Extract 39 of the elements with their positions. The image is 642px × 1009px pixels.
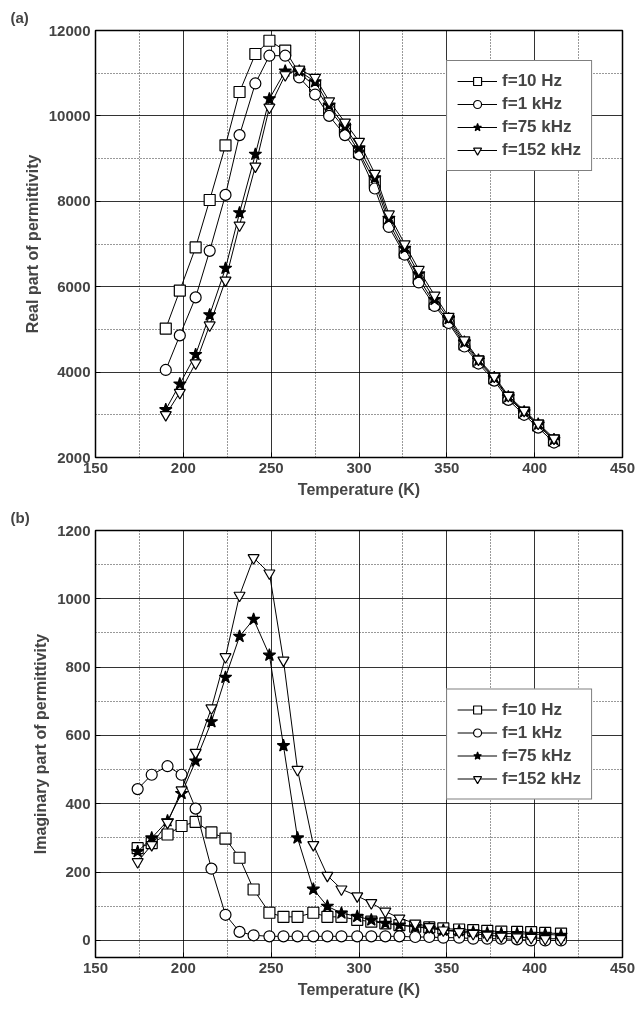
text: (a) [10, 8, 29, 26]
legend-label: f=75 kHz [502, 117, 572, 137]
x-tick-label: 450 [609, 958, 636, 976]
legend-label: f=1 kHz [502, 722, 563, 742]
legend-label: f=75 kHz [502, 745, 572, 765]
x-tick-label: 400 [522, 458, 548, 476]
legend-label: f=152 kHz [502, 768, 581, 788]
y-axis-title: Imaginary part of permittivity [32, 633, 50, 855]
x-axis-title: Temperature (K) [297, 480, 421, 498]
y-tick-label: 1200 [57, 521, 91, 539]
x-tick-label: 250 [258, 458, 284, 476]
y-tick-label: 200 [65, 863, 91, 881]
y-tick-label: 12000 [48, 21, 91, 39]
x-tick-label: 400 [522, 958, 548, 976]
text: (b) [10, 508, 30, 526]
x-tick-label: 300 [346, 958, 372, 976]
x-tick-label: 350 [434, 958, 460, 976]
y-axis-title: Real part of permittivity [23, 154, 41, 334]
x-tick-label: 200 [170, 458, 196, 476]
y-tick-label: 8000 [57, 192, 91, 210]
legend-label: f=10 Hz [502, 699, 563, 719]
y-tick-label: 4000 [57, 363, 91, 381]
x-tick-label: 250 [258, 958, 284, 976]
y-tick-label: 10000 [48, 106, 91, 124]
x-tick-label: 450 [609, 458, 636, 476]
legend-label: f=152 kHz [502, 140, 581, 160]
y-tick-label: 6000 [57, 277, 91, 295]
y-tick-label: 0 [82, 931, 91, 949]
legend-label: f=10 Hz [502, 71, 563, 91]
y-tick-label: 800 [65, 658, 91, 676]
y-tick-label: 1000 [57, 589, 91, 607]
y-tick-label: 600 [65, 726, 91, 744]
x-axis-title: Temperature (K) [297, 980, 421, 998]
x-tick-label: 350 [434, 458, 460, 476]
x-tick-label: 300 [346, 458, 372, 476]
y-tick-label: 400 [65, 794, 91, 812]
x-tick-label: 150 [82, 958, 109, 976]
x-tick-label: 200 [170, 958, 196, 976]
legend-label: f=1 kHz [502, 94, 563, 114]
